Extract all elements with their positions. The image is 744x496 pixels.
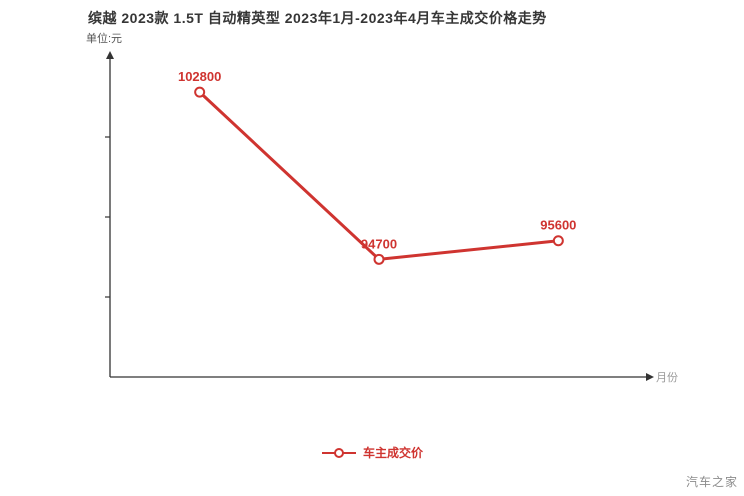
legend-series-label: 车主成交价	[362, 446, 423, 460]
watermark-autohome: 汽车之家	[685, 475, 738, 489]
data-point-label: 94700	[361, 236, 397, 251]
line-chart-plot: 月份 102800 94700 95600	[105, 51, 678, 384]
y-axis-arrow-icon	[106, 51, 114, 59]
data-point	[194, 86, 206, 98]
chart-title: 缤越 2023款 1.5T 自动精英型 2023年1月-2023年4月车主成交价…	[88, 10, 547, 26]
legend: 车主成交价	[0, 444, 744, 461]
data-point-label: 102800	[178, 69, 221, 84]
x-axis-label: 月份	[656, 371, 678, 384]
data-point-label: 95600	[540, 218, 576, 233]
legend-line-marker-icon	[321, 447, 356, 458]
data-point	[373, 253, 385, 265]
trend-line	[198, 90, 559, 261]
x-axis-arrow-icon	[646, 373, 654, 381]
y-axis-unit-label: 单位:元	[86, 33, 123, 45]
data-point	[552, 235, 564, 247]
